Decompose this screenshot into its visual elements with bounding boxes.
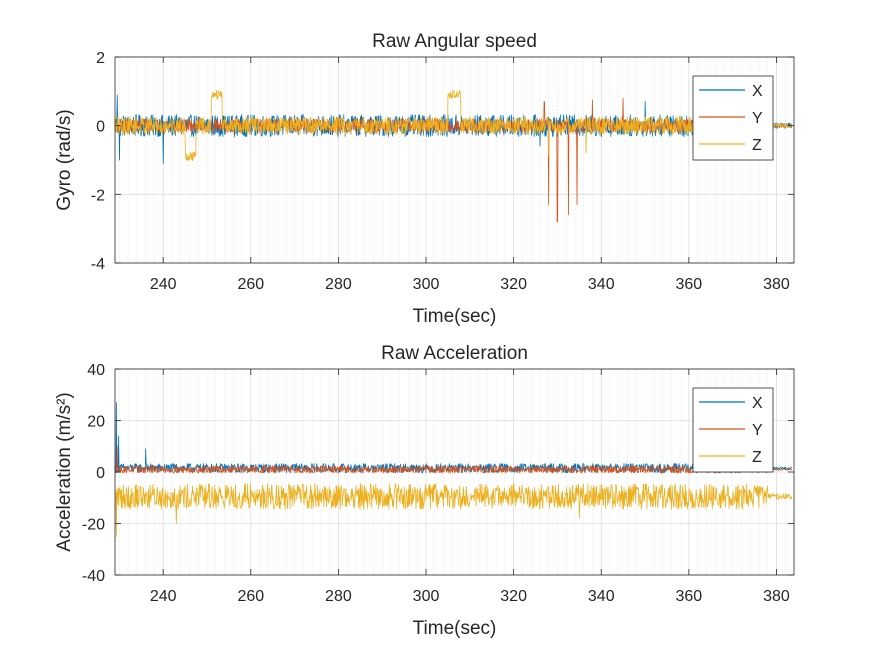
y-tick-label: 2 (96, 50, 105, 67)
acceleration-title: Raw Acceleration (381, 343, 528, 364)
series-line-y (114, 445, 793, 474)
y-tick-label: 40 (87, 362, 105, 379)
x-tick-label: 360 (676, 276, 703, 293)
legend-label-y: Y (752, 110, 763, 127)
legend-label-y: Y (752, 422, 763, 439)
y-tick-label: -4 (91, 256, 105, 273)
angular-speed-ticks: 240 260 280 300 320 340 360 380 -4 -2 0 2 (91, 50, 794, 293)
y-tick-label: 0 (96, 465, 105, 482)
x-tick-label: 300 (413, 276, 440, 293)
angular-speed-plot-area (115, 57, 794, 263)
series-line-z (114, 90, 793, 162)
acceleration-legend: XYZ (692, 387, 774, 473)
acceleration-x-label: Time(sec) (413, 618, 497, 639)
x-tick-label: 240 (150, 588, 177, 605)
legend-label-x: X (752, 395, 763, 412)
acceleration-y-label: Acceleration (m/s²) (54, 392, 75, 551)
y-tick-label: -2 (91, 187, 105, 204)
y-tick-label: -20 (82, 517, 105, 534)
legend-label-z: Z (752, 449, 762, 466)
angular-speed-series (114, 90, 793, 223)
angular-speed-y-label: Gyro (rad/s) (54, 109, 75, 210)
y-tick-label: 0 (96, 119, 105, 136)
x-tick-label: 380 (763, 276, 790, 293)
x-tick-label: 340 (588, 588, 615, 605)
x-tick-label: 360 (676, 588, 703, 605)
angular-speed-axes-frame (114, 56, 795, 264)
series-line-x (114, 94, 793, 164)
y-tick-label: -40 (82, 568, 105, 585)
x-tick-label: 300 (413, 588, 440, 605)
acceleration-axes: 240 260 280 300 320 340 360 380 -40 -20 0 20 40 Raw … (54, 343, 795, 639)
acceleration-ticks: 240 260 280 300 320 340 360 380 -40 -20 0 20 40 (82, 362, 794, 605)
x-tick-label: 340 (588, 276, 615, 293)
x-tick-label: 320 (500, 588, 527, 605)
x-tick-label: 260 (237, 276, 264, 293)
x-tick-label: 260 (237, 588, 264, 605)
series-line-z (114, 483, 793, 537)
angular-speed-axes: 240 260 280 300 320 340 360 380 -4 -2 0 2 Raw Angul… (54, 31, 795, 327)
acceleration-series (114, 402, 793, 537)
x-tick-label: 380 (763, 588, 790, 605)
legend-label-z: Z (752, 137, 762, 154)
angular-speed-title: Raw Angular speed (372, 31, 537, 52)
x-tick-label: 280 (325, 276, 352, 293)
x-tick-label: 280 (325, 588, 352, 605)
legend-label-x: X (752, 83, 763, 100)
y-tick-label: 20 (87, 414, 105, 431)
x-tick-label: 320 (500, 276, 527, 293)
angular-speed-legend: XYZ (692, 75, 774, 161)
angular-speed-x-label: Time(sec) (413, 306, 497, 327)
x-tick-label: 240 (150, 276, 177, 293)
